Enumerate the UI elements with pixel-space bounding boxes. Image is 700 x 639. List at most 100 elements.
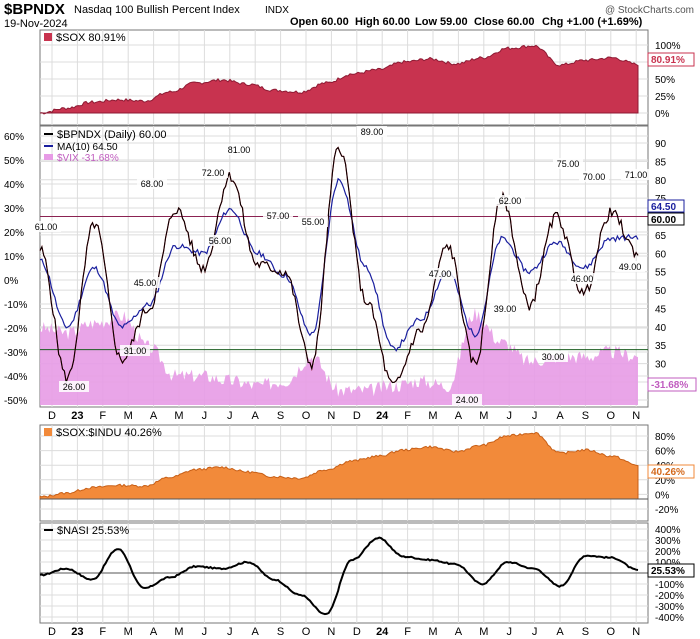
annotation-label: 46.00	[571, 274, 594, 284]
vix-legend-text: $VIX -31.68%	[57, 153, 119, 164]
nasi-y-tick: 200%	[655, 547, 681, 558]
main-right-tick: 35	[655, 341, 667, 352]
ratio-y-tick: -20%	[655, 505, 678, 516]
main-left-tick: 20%	[4, 228, 24, 239]
vix-last-tag	[647, 377, 697, 392]
x-tick-label: D	[353, 410, 361, 422]
annotation-bg	[452, 394, 482, 405]
sox-panel-frame	[39, 29, 649, 126]
x-tick-label: J	[532, 626, 538, 638]
close-value: Close 60.00	[474, 16, 535, 28]
x-tick-label: A	[252, 410, 260, 422]
watermark: @ StockCharts.com	[605, 5, 694, 16]
nasi-y-tick: -400%	[655, 613, 684, 624]
x-tick-label: M	[479, 626, 488, 638]
x-tick-label: N	[327, 410, 335, 422]
annotation-bg	[263, 210, 293, 221]
annotation-label: 55.00	[302, 217, 325, 227]
sox-series	[39, 44, 639, 115]
x-tick-label: A	[150, 410, 158, 422]
x-tick-label: S	[277, 410, 284, 422]
annotation-label: 30.00	[542, 352, 565, 362]
main-left-tick: 40%	[4, 180, 24, 191]
ratio-last-value: 40.26%	[651, 467, 685, 478]
ratio-legend-text: $SOX:$INDU 40.26%	[56, 427, 162, 439]
x-tick-label: A	[252, 626, 260, 638]
annotation-bg	[553, 158, 583, 169]
x-tick-label: S	[582, 626, 589, 638]
annotation-label: 26.00	[63, 382, 86, 392]
exchange: INDX	[265, 5, 289, 16]
x-tick-label: M	[479, 410, 488, 422]
annotation-label: 62.00	[499, 196, 522, 206]
low-value: Low 59.00	[415, 16, 468, 28]
change-value: Chg +1.00 (+1.69%)	[542, 16, 643, 28]
main-left-tick: -50%	[4, 396, 27, 407]
annotation-bg	[31, 221, 61, 232]
nasi-y-tick: -200%	[655, 591, 684, 602]
annotation-bg	[120, 345, 150, 356]
chart-header: $BPNDX Nasdaq 100 Bullish Percent Index …	[4, 1, 694, 30]
sox-area	[39, 44, 639, 115]
main-right-tick: 80	[655, 176, 667, 187]
open-value: Open 60.00	[290, 16, 349, 28]
annotation-label: 72.00	[202, 168, 225, 178]
sox-y-tick: 25%	[655, 92, 675, 103]
ratio-legend-swatch	[44, 428, 52, 436]
x-tick-label: S	[277, 626, 284, 638]
ma-last-tag	[647, 199, 685, 213]
annotation-label: 39.00	[494, 304, 517, 314]
x-tick-label: O	[607, 410, 616, 422]
x-tick-label: F	[404, 410, 411, 422]
main-left-tick: -10%	[4, 300, 27, 311]
bpndx-series: 61.00 26.00 68.00 31.00 45.00 72.00 56.00 81.00…	[31, 126, 651, 405]
x-tick-label: M	[174, 410, 183, 422]
main-right-tick: 90	[655, 139, 667, 150]
nasi-last-value: 25.53%	[651, 566, 685, 577]
x-tick-label: D	[48, 410, 56, 422]
bpndx-last-value: 60.00	[651, 215, 676, 226]
annotation-label: 68.00	[141, 179, 164, 189]
x-tick-label: J	[227, 410, 233, 422]
main-left-tick: 60%	[4, 132, 24, 143]
x-tick-label: O	[607, 626, 616, 638]
ma-legend-text: MA(10) 64.50	[57, 142, 118, 153]
x-tick-label: M	[428, 626, 437, 638]
x-tick-label: F	[99, 626, 106, 638]
annotation-label: 45.00	[134, 278, 157, 288]
x-tick-label: J	[202, 410, 208, 422]
main-legend: $BPNDX (Daily) 60.00 MA(10) 64.50 $VIX -…	[44, 129, 166, 164]
nasi-legend: $NASI 25.53%	[44, 525, 129, 537]
x-tick-label: M	[428, 410, 437, 422]
main-right-tick: 50	[655, 286, 667, 297]
annotation-bg	[205, 235, 235, 246]
nasi-legend-text: $NASI 25.53%	[57, 525, 129, 537]
main-right-tick: 40	[655, 323, 667, 334]
annotation-bg	[224, 144, 254, 155]
ratio-last-tag	[647, 464, 695, 479]
main-right-tick: 45	[655, 304, 667, 315]
sox-legend-swatch	[44, 33, 52, 41]
ratio-series	[39, 431, 648, 500]
annotation-label: 31.00	[124, 346, 147, 356]
nasi-line	[39, 536, 639, 616]
x-tick-label: 24	[376, 626, 389, 638]
ratio-y-tick: 20%	[655, 476, 675, 487]
annotation-bg	[538, 351, 568, 362]
annotation-bg	[357, 126, 387, 137]
ratio-area	[39, 431, 639, 500]
sox-last-tag	[647, 52, 695, 67]
annotation-label: 47.00	[429, 269, 452, 279]
x-tick-label: M	[124, 626, 133, 638]
ratio-y-tick: 60%	[655, 447, 675, 458]
x-tick-label: 23	[71, 626, 83, 638]
x-tick-label: A	[556, 626, 564, 638]
main-left-tick: -30%	[4, 348, 27, 359]
x-tick-label: D	[48, 626, 56, 638]
ratio-y-tick: 0%	[655, 490, 670, 501]
main-right-tick: 65	[655, 231, 667, 242]
main-left-tick: 0%	[4, 276, 19, 287]
annotation-bg	[425, 268, 455, 279]
nasi-y-tick: 300%	[655, 536, 681, 547]
